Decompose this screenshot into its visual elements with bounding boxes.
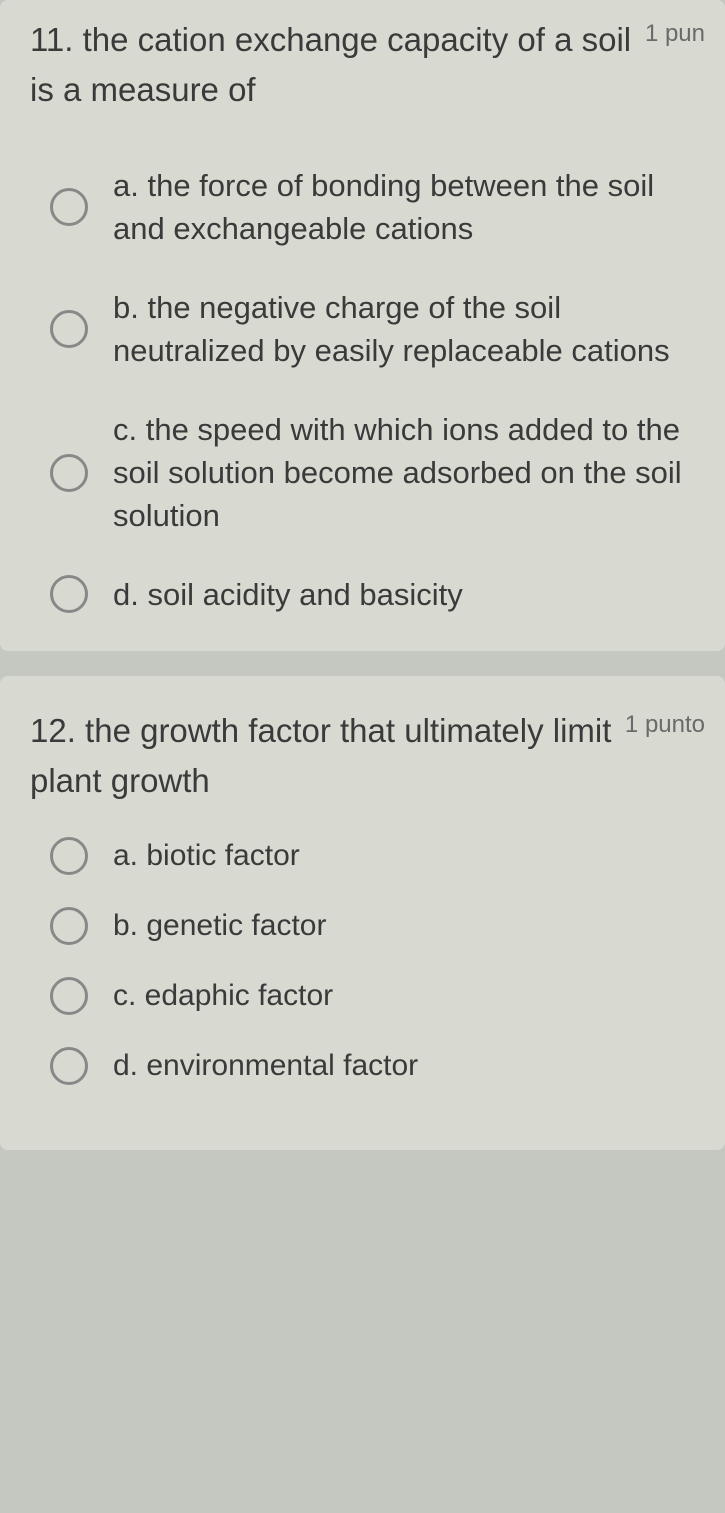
question-body: the cation exchange capacity of a soil i… bbox=[30, 21, 631, 108]
radio-icon[interactable] bbox=[50, 837, 88, 875]
question-card-12: 12. the growth factor that ultimately li… bbox=[0, 676, 725, 1150]
option-text: a. biotic factor bbox=[113, 835, 300, 877]
option-row-d[interactable]: d. environmental factor bbox=[30, 1045, 705, 1087]
question-body: the growth factor that ultimately limit … bbox=[30, 712, 611, 799]
option-text: d. environmental factor bbox=[113, 1045, 418, 1087]
radio-icon[interactable] bbox=[50, 1047, 88, 1085]
question-header: 11. the cation exchange capacity of a so… bbox=[30, 15, 705, 114]
option-text: b. genetic factor bbox=[113, 905, 326, 947]
question-number: 11. bbox=[30, 21, 73, 58]
points-label: 1 pun bbox=[645, 15, 705, 48]
question-card-11: 11. the cation exchange capacity of a so… bbox=[0, 0, 725, 651]
question-text: 12. the growth factor that ultimately li… bbox=[30, 706, 625, 805]
option-text: a. the force of bonding between the soil… bbox=[113, 164, 705, 251]
option-row-d[interactable]: d. soil acidity and basicity bbox=[30, 573, 705, 616]
points-label: 1 punto bbox=[625, 706, 705, 739]
radio-icon[interactable] bbox=[50, 454, 88, 492]
option-row-c[interactable]: c. edaphic factor bbox=[30, 975, 705, 1017]
radio-icon[interactable] bbox=[50, 188, 88, 226]
option-text: b. the negative charge of the soil neutr… bbox=[113, 286, 705, 373]
radio-icon[interactable] bbox=[50, 575, 88, 613]
question-number: 12. bbox=[30, 712, 76, 749]
radio-icon[interactable] bbox=[50, 977, 88, 1015]
question-text: 11. the cation exchange capacity of a so… bbox=[30, 15, 645, 114]
option-text: c. edaphic factor bbox=[113, 975, 333, 1017]
option-row-a[interactable]: a. biotic factor bbox=[30, 835, 705, 877]
option-text: c. the speed with which ions added to th… bbox=[113, 408, 705, 538]
option-text: d. soil acidity and basicity bbox=[113, 573, 463, 616]
question-header: 12. the growth factor that ultimately li… bbox=[30, 706, 705, 805]
option-row-b[interactable]: b. genetic factor bbox=[30, 905, 705, 947]
option-row-a[interactable]: a. the force of bonding between the soil… bbox=[30, 164, 705, 251]
option-row-c[interactable]: c. the speed with which ions added to th… bbox=[30, 408, 705, 538]
option-row-b[interactable]: b. the negative charge of the soil neutr… bbox=[30, 286, 705, 373]
radio-icon[interactable] bbox=[50, 907, 88, 945]
radio-icon[interactable] bbox=[50, 310, 88, 348]
